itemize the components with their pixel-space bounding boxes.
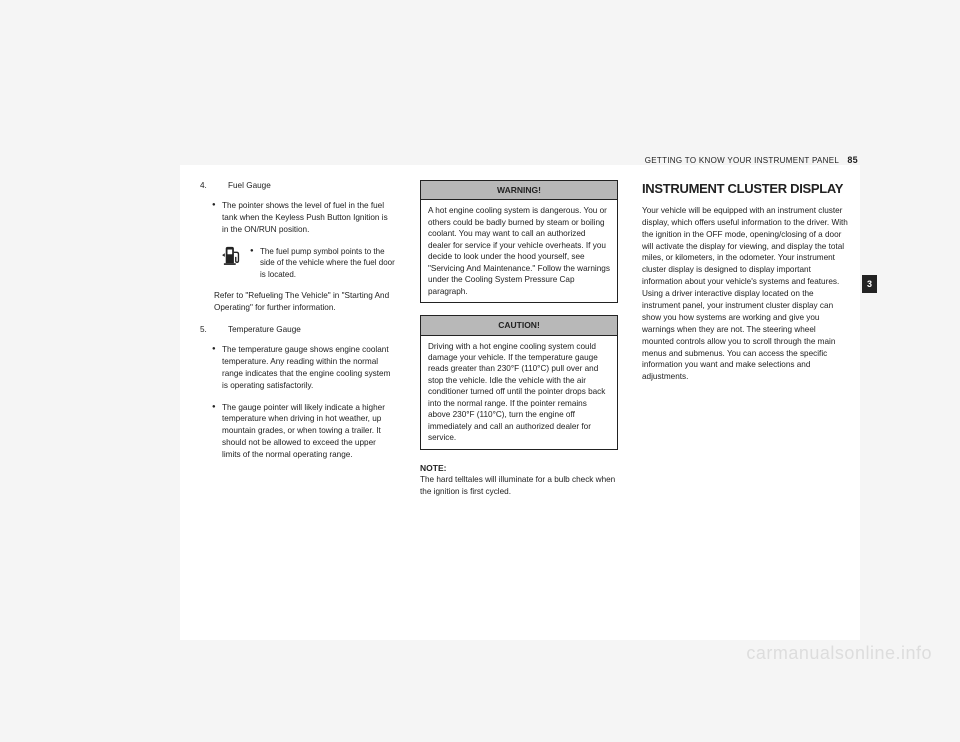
page-content: 4. Fuel Gauge The pointer shows the leve… [180, 165, 860, 640]
column-3: INSTRUMENT CLUSTER DISPLAY Your vehicle … [630, 165, 860, 640]
item-number: 4. [200, 180, 214, 192]
refer-paragraph: Refer to "Refueling The Vehicle" in "Sta… [214, 290, 396, 314]
bullet-text: The gauge pointer will likely indicate a… [222, 402, 396, 461]
bullet-text: The temperature gauge shows engine coola… [222, 344, 396, 392]
note-label: NOTE: [420, 462, 618, 474]
warning-title: WARNING! [421, 181, 617, 200]
column-2: WARNING! A hot engine cooling system is … [408, 165, 630, 640]
page-number: 85 [847, 155, 858, 165]
watermark-text: carmanualsonline.info [746, 643, 932, 664]
section-title: INSTRUMENT CLUSTER DISPLAY [642, 180, 848, 199]
warning-box: WARNING! A hot engine cooling system is … [420, 180, 618, 303]
caution-box: CAUTION! Driving with a hot engine cooli… [420, 315, 618, 450]
note-text: The hard telltales will illuminate for a… [420, 474, 618, 497]
section-body: Your vehicle will be equipped with an in… [642, 205, 848, 383]
item-title: Fuel Gauge [228, 181, 271, 190]
item-number: 5. [200, 324, 214, 336]
fuel-pump-icon [222, 246, 244, 266]
item-title: Temperature Gauge [228, 325, 301, 334]
list-item-4: 4. Fuel Gauge [200, 180, 396, 192]
warning-body: A hot engine cooling system is dangerous… [421, 200, 617, 302]
list-item-5: 5. Temperature Gauge [200, 324, 396, 336]
chapter-tab-number: 3 [867, 279, 872, 289]
header-section-text: GETTING TO KNOW YOUR INSTRUMENT PANEL [645, 156, 839, 165]
bullet-text: The pointer shows the level of fuel in t… [222, 200, 396, 236]
caution-title: CAUTION! [421, 316, 617, 335]
icon-bullet-text: The fuel pump symbol points to the side … [250, 246, 396, 281]
fuel-icon-row: The fuel pump symbol points to the side … [222, 246, 396, 281]
chapter-tab: 3 [862, 275, 877, 293]
column-1: 4. Fuel Gauge The pointer shows the leve… [180, 165, 408, 640]
caution-body: Driving with a hot engine cooling system… [421, 336, 617, 449]
header-section: GETTING TO KNOW YOUR INSTRUMENT PANEL 85 [645, 155, 858, 165]
